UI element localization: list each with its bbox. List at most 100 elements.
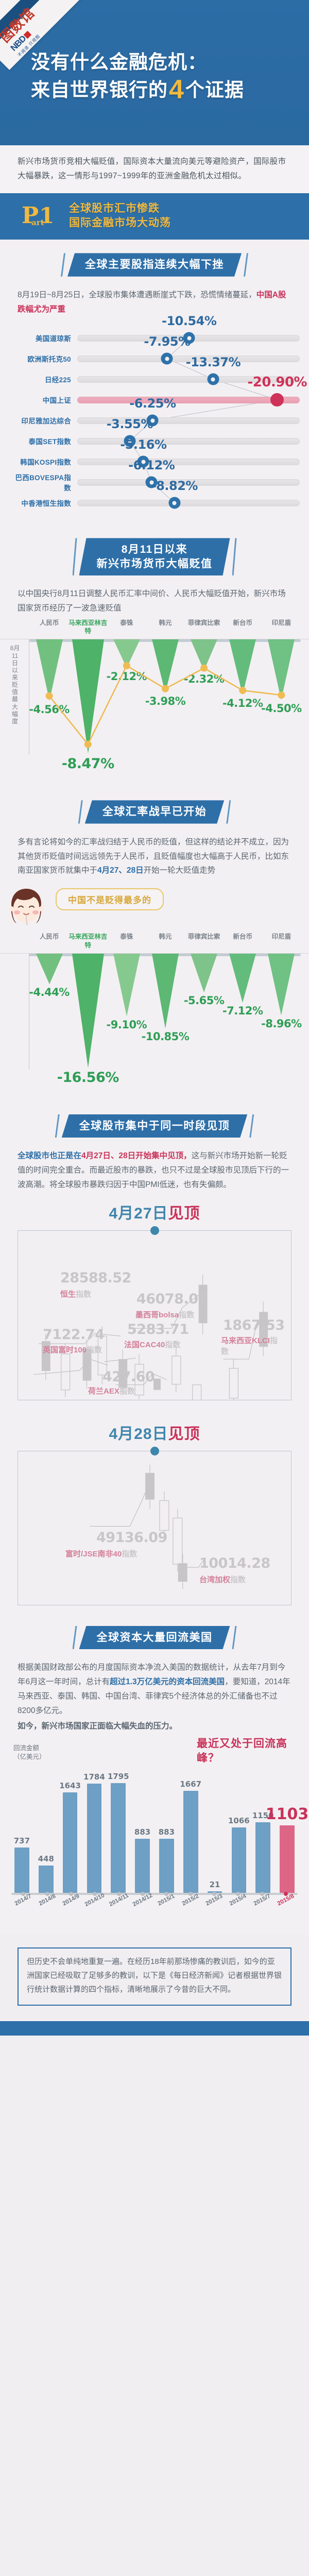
index-row: 欧洲斯托克50 -7.95% bbox=[9, 334, 300, 369]
index-track: -8.82% bbox=[77, 479, 300, 509]
footer-bar bbox=[0, 2021, 309, 2036]
candlestick-chart-1 bbox=[33, 1274, 268, 1400]
index-value: 1867.53 bbox=[223, 1317, 285, 1333]
flow-bar[interactable] bbox=[87, 1784, 102, 1893]
index-marker-dot[interactable] bbox=[168, 497, 181, 509]
currency-column: -2.12% bbox=[107, 639, 147, 778]
currency-value-label: -4.56% bbox=[29, 703, 70, 716]
chip-wing-left bbox=[73, 538, 77, 575]
index-marker-dot[interactable] bbox=[270, 393, 284, 407]
girl-mascot-icon bbox=[9, 889, 44, 926]
flow-value-label: 1643 bbox=[59, 1781, 81, 1790]
peak-2-word: 见顶 bbox=[168, 1425, 200, 1443]
index-marker-dot[interactable] bbox=[207, 373, 219, 385]
section-5-heading: 全球资本大量回流美国 bbox=[79, 1626, 230, 1649]
chip-wing-left bbox=[61, 253, 65, 276]
section-market-peaks: 全球股市集中于同一时段见顶 全球股市也正是在4月27日、28日开始集中见顶，这与… bbox=[0, 1100, 309, 1608]
candlestick-panel-april-28: 49136.09 富时/JSE南非40指数 10014.28 台湾加权指数 bbox=[18, 1450, 291, 1605]
index-marker-dot[interactable] bbox=[146, 414, 159, 427]
flow-y-label-line-2: （亿美元） bbox=[13, 1753, 46, 1761]
section-5-body: 根据美国财政部公布的月度国际资本净流入美国的数据统计，从去年7月到今年6月这一年… bbox=[0, 1660, 309, 1733]
chip-wing-left bbox=[78, 800, 83, 823]
index-value: 427.60 bbox=[102, 1368, 155, 1385]
index-name: 墨西哥bolsa指数 bbox=[135, 1310, 195, 1319]
chip-wing-right bbox=[226, 800, 231, 823]
flow-bar[interactable] bbox=[135, 1838, 150, 1893]
flow-bar[interactable] bbox=[231, 1827, 247, 1893]
index-value-label: -10.54% bbox=[162, 313, 217, 328]
currency-label: 新台币 bbox=[233, 619, 253, 626]
index-value-label: -13.37% bbox=[185, 354, 241, 369]
flow-bar[interactable] bbox=[62, 1792, 78, 1893]
index-name: 恒生指数 bbox=[60, 1290, 92, 1299]
section-4-text-a: 全球股市也正是在 bbox=[18, 1151, 82, 1161]
currency-chart-2: 人民币 马来西亚林吉特 泰铢 韩元 菲律宾比索 新台币 印尼盾 -4.44% -16.56% -… bbox=[0, 929, 309, 1098]
index-row: 印尼雅加达综合 -6.25% bbox=[9, 396, 300, 431]
section-capital-flows: 全球资本大量回流美国 根据美国财政部公布的月度国际资本净流入美国的数据统计，从去… bbox=[0, 1608, 309, 1935]
flow-bar[interactable] bbox=[38, 1865, 54, 1893]
section-4-body: 全球股市也正是在4月27日、28日开始集中见顶，这与新兴市场开始新一轮贬值的时间… bbox=[0, 1149, 309, 1192]
flow-value-label: 448 bbox=[38, 1854, 54, 1863]
currency-label: 人民币 bbox=[39, 619, 59, 626]
section-4-header: 全球股市集中于同一时段见顶 bbox=[0, 1114, 309, 1138]
flow-column: 1784 bbox=[83, 1764, 105, 1893]
index-value-label: -5.16% bbox=[120, 437, 167, 452]
section-5-header: 全球资本大量回流美国 bbox=[0, 1626, 309, 1649]
part-number-mark: P1 art bbox=[22, 205, 59, 227]
index-name-label: 巴西BOVESPA指数 bbox=[15, 474, 71, 493]
index-marker-dot[interactable] bbox=[124, 435, 136, 447]
currency-chart-1: 人民币 马来西亚林吉特 泰铢 韩元 菲律宾比索 新台币 印尼盾 8月11日以来贬值最大幅度 … bbox=[0, 616, 309, 784]
currency-value-label: -7.12% bbox=[222, 1005, 263, 1018]
index-name-label: 中香港恒生指数 bbox=[21, 500, 71, 508]
currency-chart-1-plot: 8月11日以来贬值最大幅度 -4.56% -8.47% -2.12% -3.98% -2… bbox=[0, 639, 309, 778]
section-2-paragraph: 以中国央行8月11日调整人民币汇率中间价、人民币大幅贬值开始，新兴市场国家货币经… bbox=[18, 589, 286, 613]
title-line-2: 来自世界银行的4个证据 bbox=[31, 74, 299, 106]
flow-bar[interactable] bbox=[111, 1783, 126, 1893]
flow-column: 1643 bbox=[59, 1764, 81, 1893]
flow-value-label: 1667 bbox=[180, 1780, 202, 1789]
currency-label: 菲律宾比索 bbox=[187, 619, 220, 626]
index-name: 台湾加权指数 bbox=[199, 1575, 246, 1584]
flow-chart-axis bbox=[11, 1891, 298, 1896]
flow-column: 883 bbox=[156, 1764, 177, 1893]
flow-chart-annotation: 最近又处于回流高峰？ bbox=[197, 1737, 287, 1764]
currency-value-label: -8.96% bbox=[261, 1017, 302, 1030]
flow-column: 1667 bbox=[180, 1764, 201, 1893]
index-marker-dot[interactable] bbox=[137, 455, 149, 468]
index-marker-dot[interactable] bbox=[145, 476, 158, 488]
flow-bar[interactable] bbox=[255, 1822, 270, 1893]
currency-chart-2-labels: 人民币 马来西亚林吉特 泰铢 韩元 菲律宾比索 新台币 印尼盾 bbox=[0, 933, 309, 954]
index-value-label: -8.82% bbox=[151, 478, 198, 493]
axis-tick-label: 2015/7 bbox=[252, 1892, 271, 1907]
index-row: 中国上证 -20.90% bbox=[9, 375, 307, 410]
part-1-title: 全球股市汇市惨跌 国际金融市场大动荡 bbox=[69, 201, 171, 230]
section-2-body: 以中国央行8月11日调整人民币汇率中间价、人民币大幅贬值开始，新兴市场国家货币经… bbox=[0, 587, 309, 616]
section-stock-indices: 全球主要股指连续大幅下挫 8月19日~8月25日，全球股市集体遭遇断崖式下跌，恐… bbox=[0, 240, 309, 525]
index-marker-dot[interactable] bbox=[183, 332, 195, 344]
currency-column: -4.44% bbox=[29, 953, 70, 1093]
currency-column: -2.32% bbox=[183, 639, 225, 778]
axis-tick bbox=[45, 1891, 49, 1896]
currency-value-label: -2.32% bbox=[183, 673, 225, 685]
currency-triangle bbox=[36, 953, 63, 985]
axis-tick bbox=[21, 1891, 26, 1896]
currency-label: 印尼盾 bbox=[271, 933, 291, 941]
candlestick-panel-april-27: 28588.52 恒生指数 46078.07 墨西哥bolsa指数 7122.7… bbox=[18, 1230, 291, 1400]
currency-value-label: -4.44% bbox=[29, 986, 70, 999]
flow-value-label: 1795 bbox=[107, 1771, 129, 1781]
intro-paragraph: 新兴市场货币竞相大幅贬值，国际资本大量流向美元等避险资产，国际股市大幅暴跌，这一… bbox=[0, 145, 309, 194]
axis-tick-label: 2015/4 bbox=[228, 1892, 248, 1907]
index-marker-dot[interactable] bbox=[161, 352, 173, 365]
peak-1-date: 4月27日 bbox=[109, 1205, 168, 1222]
axis-tick bbox=[93, 1891, 97, 1896]
flow-column: 448 bbox=[36, 1764, 57, 1893]
flow-bar[interactable] bbox=[183, 1791, 198, 1893]
flow-column: 737 bbox=[11, 1764, 32, 1893]
currency-triangle bbox=[113, 953, 140, 1016]
flow-bar[interactable] bbox=[280, 1825, 295, 1893]
section-4-highlight-date: 4月27日、28日开始集中见顶， bbox=[81, 1151, 192, 1161]
flow-value-label: 1784 bbox=[83, 1772, 105, 1782]
index-value: 28588.52 bbox=[60, 1269, 131, 1286]
flow-bar[interactable] bbox=[159, 1838, 174, 1893]
flow-bar[interactable] bbox=[14, 1848, 29, 1893]
